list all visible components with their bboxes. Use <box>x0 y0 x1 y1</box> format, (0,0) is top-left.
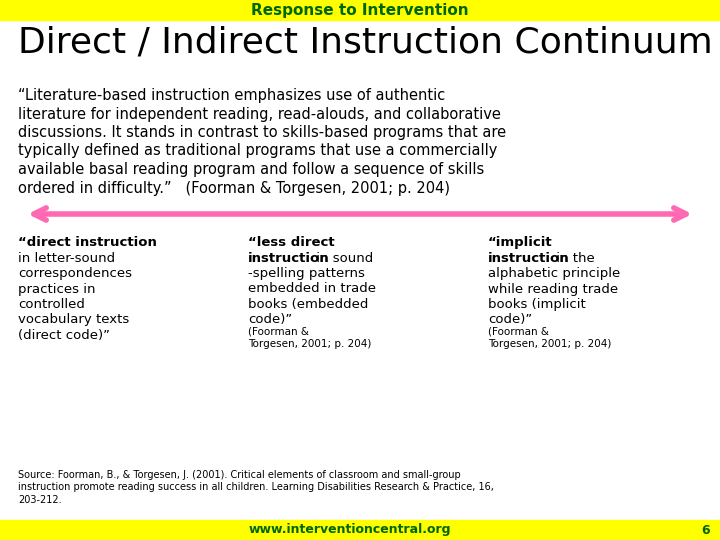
Text: typically defined as traditional programs that use a commercially: typically defined as traditional program… <box>18 144 498 159</box>
Text: “Literature-based instruction emphasizes use of authentic: “Literature-based instruction emphasizes… <box>18 88 445 103</box>
Text: practices in: practices in <box>18 282 96 295</box>
Text: “less direct: “less direct <box>248 236 335 249</box>
Bar <box>0 520 720 540</box>
Text: in letter-sound: in letter-sound <box>18 252 115 265</box>
Text: in the: in the <box>552 252 595 265</box>
Bar <box>0 0 720 20</box>
Text: instruction: instruction <box>488 252 570 265</box>
Text: code)”: code)” <box>248 314 292 327</box>
Text: books (embedded: books (embedded <box>248 298 369 311</box>
Text: alphabetic principle: alphabetic principle <box>488 267 620 280</box>
Text: 6: 6 <box>701 523 710 537</box>
Text: controlled: controlled <box>18 298 85 311</box>
Text: books (implicit: books (implicit <box>488 298 586 311</box>
Text: ordered in difficulty.”   (Foorman & Torgesen, 2001; p. 204): ordered in difficulty.” (Foorman & Torge… <box>18 180 450 195</box>
Text: available basal reading program and follow a sequence of skills: available basal reading program and foll… <box>18 162 485 177</box>
Text: “direct instruction: “direct instruction <box>18 236 157 249</box>
Text: “implicit: “implicit <box>488 236 553 249</box>
Text: Response to Intervention: Response to Intervention <box>251 3 469 17</box>
Text: (direct code)”: (direct code)” <box>18 329 110 342</box>
Text: embedded in trade: embedded in trade <box>248 282 376 295</box>
Text: code)”: code)” <box>488 314 532 327</box>
Text: in sound: in sound <box>312 252 373 265</box>
Text: instruction: instruction <box>248 252 330 265</box>
Text: while reading trade: while reading trade <box>488 282 618 295</box>
Text: Direct / Indirect Instruction Continuum: Direct / Indirect Instruction Continuum <box>18 25 713 59</box>
Text: (Foorman &
Torgesen, 2001; p. 204): (Foorman & Torgesen, 2001; p. 204) <box>248 327 372 349</box>
Text: Source: Foorman, B., & Torgesen, J. (2001). Critical elements of classroom and s: Source: Foorman, B., & Torgesen, J. (200… <box>18 470 494 505</box>
Text: (Foorman &
Torgesen, 2001; p. 204): (Foorman & Torgesen, 2001; p. 204) <box>488 327 611 349</box>
Text: vocabulary texts: vocabulary texts <box>18 314 130 327</box>
Text: -spelling patterns: -spelling patterns <box>248 267 365 280</box>
Text: discussions. It stands in contrast to skills-based programs that are: discussions. It stands in contrast to sk… <box>18 125 506 140</box>
Text: correspondences: correspondences <box>18 267 132 280</box>
Text: literature for independent reading, read-alouds, and collaborative: literature for independent reading, read… <box>18 106 501 122</box>
Text: www.interventioncentral.org: www.interventioncentral.org <box>248 523 451 537</box>
